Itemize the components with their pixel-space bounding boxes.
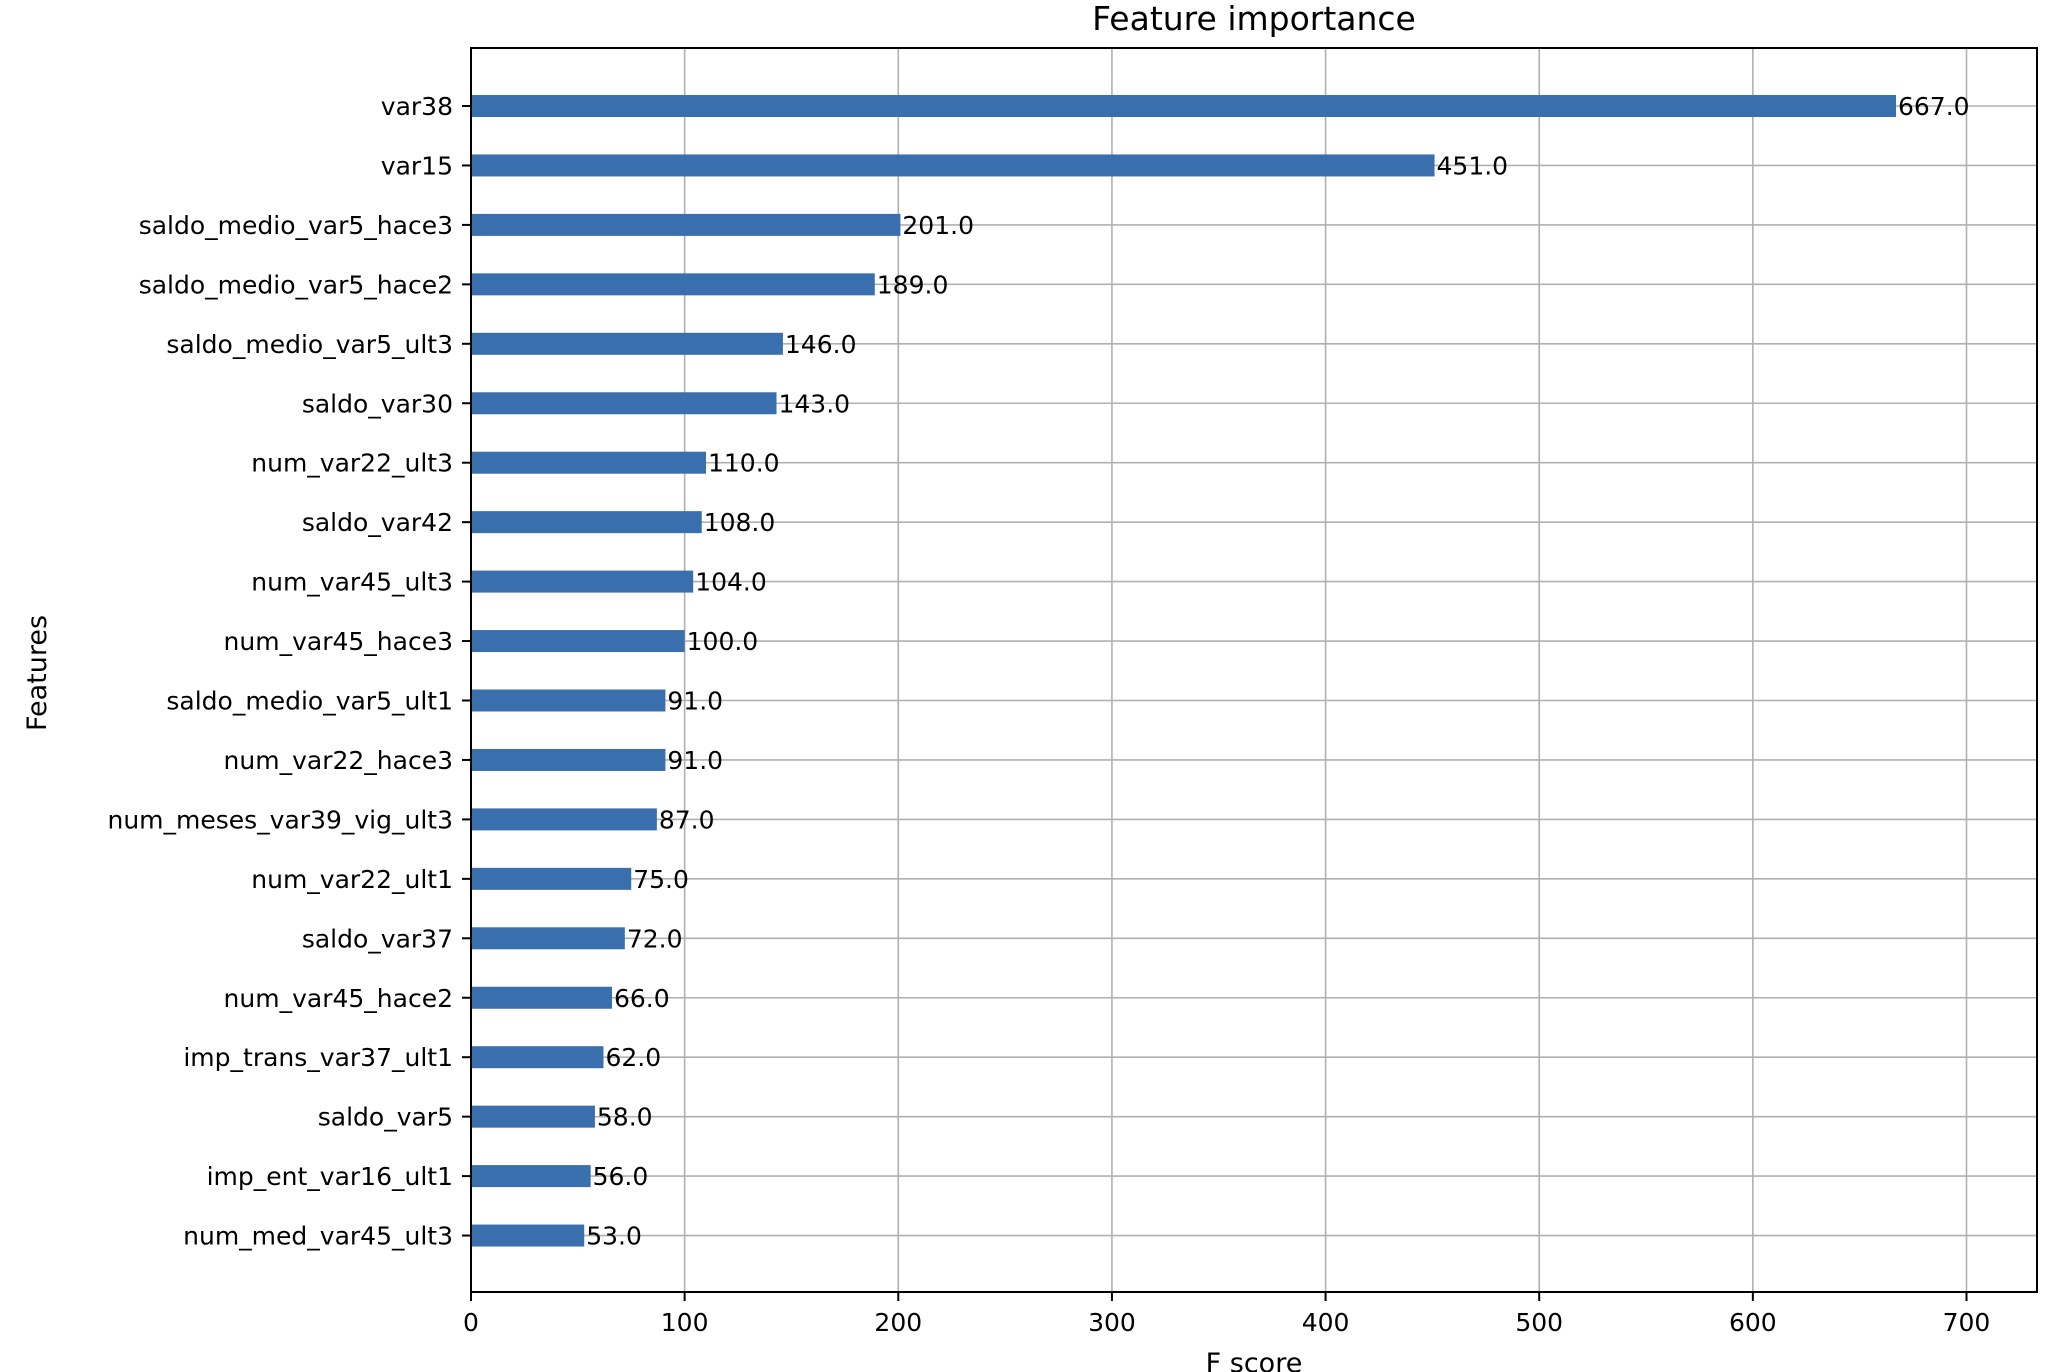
bar-var38: [471, 95, 1896, 117]
x-tick-label: 500: [1515, 1308, 1563, 1337]
y-tick-label-num_var22_ult1: num_var22_ult1: [251, 865, 453, 894]
y-tick-label-saldo_var37: saldo_var37: [302, 924, 453, 953]
y-tick-label-imp_trans_var37_ult1: imp_trans_var37_ult1: [183, 1043, 453, 1072]
data-label-num_var22_ult1: 75.0: [633, 865, 689, 894]
data-label-num_var45_hace2: 66.0: [614, 984, 670, 1013]
data-label-num_var45_hace3: 100.0: [687, 627, 759, 656]
bar-num_med_var45_ult3: [471, 1224, 585, 1247]
y-tick-layer: var38 var15 saldo_medio_var5_hace3 saldo_me…: [107, 92, 471, 1251]
y-tick-label-saldo_medio_var5_ult1: saldo_medio_var5_ult1: [166, 687, 453, 716]
x-tick-label: 300: [1088, 1308, 1136, 1337]
bar-saldo_var30: [471, 392, 777, 415]
y-tick-label-num_meses_var39_vig_ult3: num_meses_var39_vig_ult3: [107, 805, 453, 834]
y-tick-label-var38: var38: [381, 92, 453, 121]
bar-saldo_var42: [471, 511, 702, 534]
data-label-num_var22_ult3: 110.0: [708, 449, 780, 478]
bar-saldo_var5: [471, 1105, 595, 1128]
y-tick-label-num_var22_ult3: num_var22_ult3: [251, 449, 453, 478]
x-tick-label: 400: [1302, 1308, 1350, 1337]
bar-num_var45_ult3: [471, 570, 694, 593]
x-tick-label: 700: [1943, 1308, 1991, 1337]
bar-imp_ent_var16_ult1: [471, 1165, 591, 1188]
chart-title: Feature importance: [1092, 0, 1416, 38]
data-label-saldo_medio_var5_hace3: 201.0: [902, 211, 974, 240]
bar-num_var45_hace3: [471, 630, 685, 653]
data-label-layer: 667.0 451.0 201.0 189.0 146.0 143.0 110.0 108.0…: [586, 92, 1969, 1251]
bar-saldo_medio_var5_ult1: [471, 689, 666, 712]
x-tick-label: 100: [661, 1308, 709, 1337]
data-label-saldo_medio_var5_hace2: 189.0: [877, 270, 949, 299]
data-label-num_meses_var39_vig_ult3: 87.0: [659, 805, 715, 834]
y-tick-label-imp_ent_var16_ult1: imp_ent_var16_ult1: [207, 1162, 453, 1191]
y-tick-label-num_var45_ult3: num_var45_ult3: [251, 568, 453, 597]
bar-num_meses_var39_vig_ult3: [471, 808, 657, 831]
y-tick-label-saldo_medio_var5_ult3: saldo_medio_var5_ult3: [166, 330, 453, 359]
data-label-saldo_var37: 72.0: [627, 924, 683, 953]
bar-num_var22_ult1: [471, 867, 632, 890]
bar-layer: [471, 95, 1896, 1247]
data-label-saldo_var42: 108.0: [704, 508, 776, 537]
x-tick-label: 600: [1729, 1308, 1777, 1337]
bar-num_var45_hace2: [471, 986, 613, 1009]
x-tick-label: 0: [463, 1308, 479, 1337]
data-label-saldo_var5: 58.0: [597, 1103, 653, 1132]
y-tick-label-saldo_var5: saldo_var5: [318, 1103, 453, 1132]
y-tick-label-saldo_var42: saldo_var42: [302, 508, 453, 537]
data-label-var38: 667.0: [1898, 92, 1970, 121]
plot-frame: [470, 47, 2038, 1293]
bar-num_var22_hace3: [471, 748, 666, 771]
bar-saldo_medio_var5_ult3: [471, 332, 783, 355]
data-label-saldo_medio_var5_ult1: 91.0: [667, 687, 723, 716]
x-tick-label: 200: [874, 1308, 922, 1337]
y-tick-label-saldo_medio_var5_hace2: saldo_medio_var5_hace2: [139, 270, 453, 299]
y-tick-label-saldo_var30: saldo_var30: [302, 389, 453, 418]
data-label-saldo_var30: 143.0: [779, 389, 851, 418]
bar-var15: [471, 154, 1435, 177]
bar-saldo_medio_var5_hace3: [471, 213, 901, 236]
x-tick-layer: 0 100 200 300 400 500 600 700: [463, 1292, 1990, 1337]
y-axis-label: Features: [22, 615, 53, 731]
x-axis-label: F score: [1206, 1348, 1303, 1372]
y-tick-label-num_var22_hace3: num_var22_hace3: [224, 746, 453, 775]
data-label-saldo_medio_var5_ult3: 146.0: [785, 330, 857, 359]
bar-num_var22_ult3: [471, 451, 707, 474]
bar-imp_trans_var37_ult1: [471, 1046, 604, 1069]
data-label-num_med_var45_ult3: 53.0: [586, 1222, 642, 1251]
y-tick-label-num_med_var45_ult3: num_med_var45_ult3: [183, 1222, 453, 1251]
data-label-num_var45_ult3: 104.0: [695, 568, 767, 597]
bar-saldo_medio_var5_hace2: [471, 273, 875, 296]
y-tick-label-num_var45_hace2: num_var45_hace2: [224, 984, 453, 1013]
y-tick-label-var15: var15: [381, 151, 453, 180]
y-tick-label-saldo_medio_var5_hace3: saldo_medio_var5_hace3: [139, 211, 453, 240]
bar-saldo_var37: [471, 927, 625, 950]
data-label-num_var22_hace3: 91.0: [667, 746, 723, 775]
data-label-imp_trans_var37_ult1: 62.0: [605, 1043, 661, 1072]
data-label-var15: 451.0: [1437, 151, 1509, 180]
y-tick-label-num_var45_hace3: num_var45_hace3: [224, 627, 453, 656]
data-label-imp_ent_var16_ult1: 56.0: [593, 1162, 649, 1191]
